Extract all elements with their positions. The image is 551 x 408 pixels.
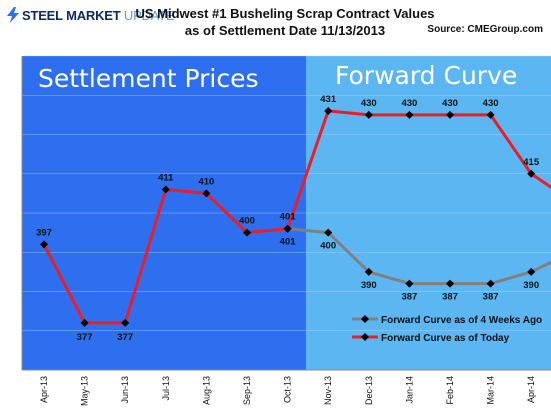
weeks-ago-point (486, 279, 495, 288)
x-tick-label: Dec-13 (364, 376, 374, 405)
chart-title: US Midwest #1 Busheling Scrap Contract V… (120, 5, 450, 39)
today-data-label: 430 (483, 98, 499, 109)
weeks-ago-point (446, 279, 454, 288)
logo-text-steel: STEEL (22, 7, 63, 23)
weeks-ago-data-label: 401 (280, 237, 297, 248)
today-data-label: 410 (198, 176, 214, 187)
today-point (364, 110, 373, 119)
today-data-label: 401 (280, 212, 297, 223)
region-label-forward: Forward Curve (335, 61, 517, 90)
today-data-label: 397 (36, 227, 52, 238)
logo-text: STEEL MARKET UPDATE (22, 8, 175, 23)
x-tick-label: Sep-13 (242, 376, 252, 405)
x-tick-label: Apr-14 (526, 376, 536, 403)
weeks-ago-data-label: 387 (483, 292, 499, 303)
weeks-ago-data-label: 387 (442, 292, 458, 303)
weeks-ago-data-label: 390 (361, 280, 377, 291)
today-point (527, 169, 536, 178)
today-data-label: 430 (442, 98, 458, 109)
region-label-settlement: Settlement Prices (38, 64, 259, 93)
weeks-ago-data-label: 387 (401, 292, 417, 303)
today-point (80, 318, 89, 327)
x-tick-label: Jul-13 (161, 376, 171, 401)
today-point (243, 228, 251, 237)
today-data-label: 411 (158, 172, 174, 183)
weeks-ago-point (527, 267, 536, 276)
today-data-label: 430 (401, 98, 417, 109)
legend-marker-weeks-ago (361, 315, 369, 323)
weeks-ago-line (287, 227, 551, 286)
today-point (283, 224, 292, 233)
today-point (40, 240, 48, 249)
weeks-ago-point (324, 228, 333, 237)
today-data-label: 377 (77, 332, 93, 343)
x-tick-label: May-13 (80, 376, 90, 406)
today-data-label: 430 (361, 98, 377, 109)
today-point (161, 185, 170, 194)
today-data-label: 415 (523, 157, 540, 168)
weeks-ago-point (405, 279, 414, 288)
today-point (486, 110, 495, 119)
legend-marker-today (361, 333, 369, 341)
today-line (42, 109, 551, 325)
weeks-ago-data-label: 390 (523, 280, 539, 291)
chart-title-line1: US Midwest #1 Busheling Scrap Contract V… (135, 6, 435, 21)
today-point (202, 189, 211, 198)
today-data-label: 377 (117, 332, 133, 343)
today-point (324, 106, 333, 115)
logo-text-update: UPDATE (123, 7, 175, 23)
today-data-label: 400 (239, 216, 255, 227)
x-tick-label: Mar-14 (486, 376, 496, 405)
legend-label-today: Forward Curve as of Today (381, 333, 510, 344)
x-tick-label: Jun-13 (120, 376, 130, 404)
logo-text-market: MARKET (66, 7, 121, 23)
legend-label-weeks-ago: Forward Curve as of 4 Weeks Ago (381, 315, 542, 326)
today-data-label: 431 (320, 94, 337, 105)
legend: Forward Curve as of 4 Weeks Ago Forward C… (352, 315, 542, 344)
x-tick-label: Oct-13 (283, 376, 293, 403)
weeks-ago-data-label: 400 (320, 241, 336, 252)
chart-source: Source: CMEGroup.com (427, 24, 543, 35)
today-point (446, 110, 454, 119)
x-tick-label: Aug-13 (201, 376, 211, 405)
chart-title-line2: as of Settlement Date 11/13/2013 (184, 23, 386, 38)
x-tick-label: Feb-14 (445, 376, 455, 405)
x-tick-label: Jan-14 (404, 376, 414, 404)
logo-bolt-icon (7, 7, 19, 23)
today-point (405, 110, 414, 119)
steel-market-update-logo: STEEL MARKET UPDATE (6, 4, 175, 26)
x-tick-label: Apr-13 (39, 376, 49, 403)
weeks-ago-point (364, 267, 373, 276)
x-tick-label: Nov-13 (323, 376, 333, 405)
today-point (121, 318, 130, 327)
